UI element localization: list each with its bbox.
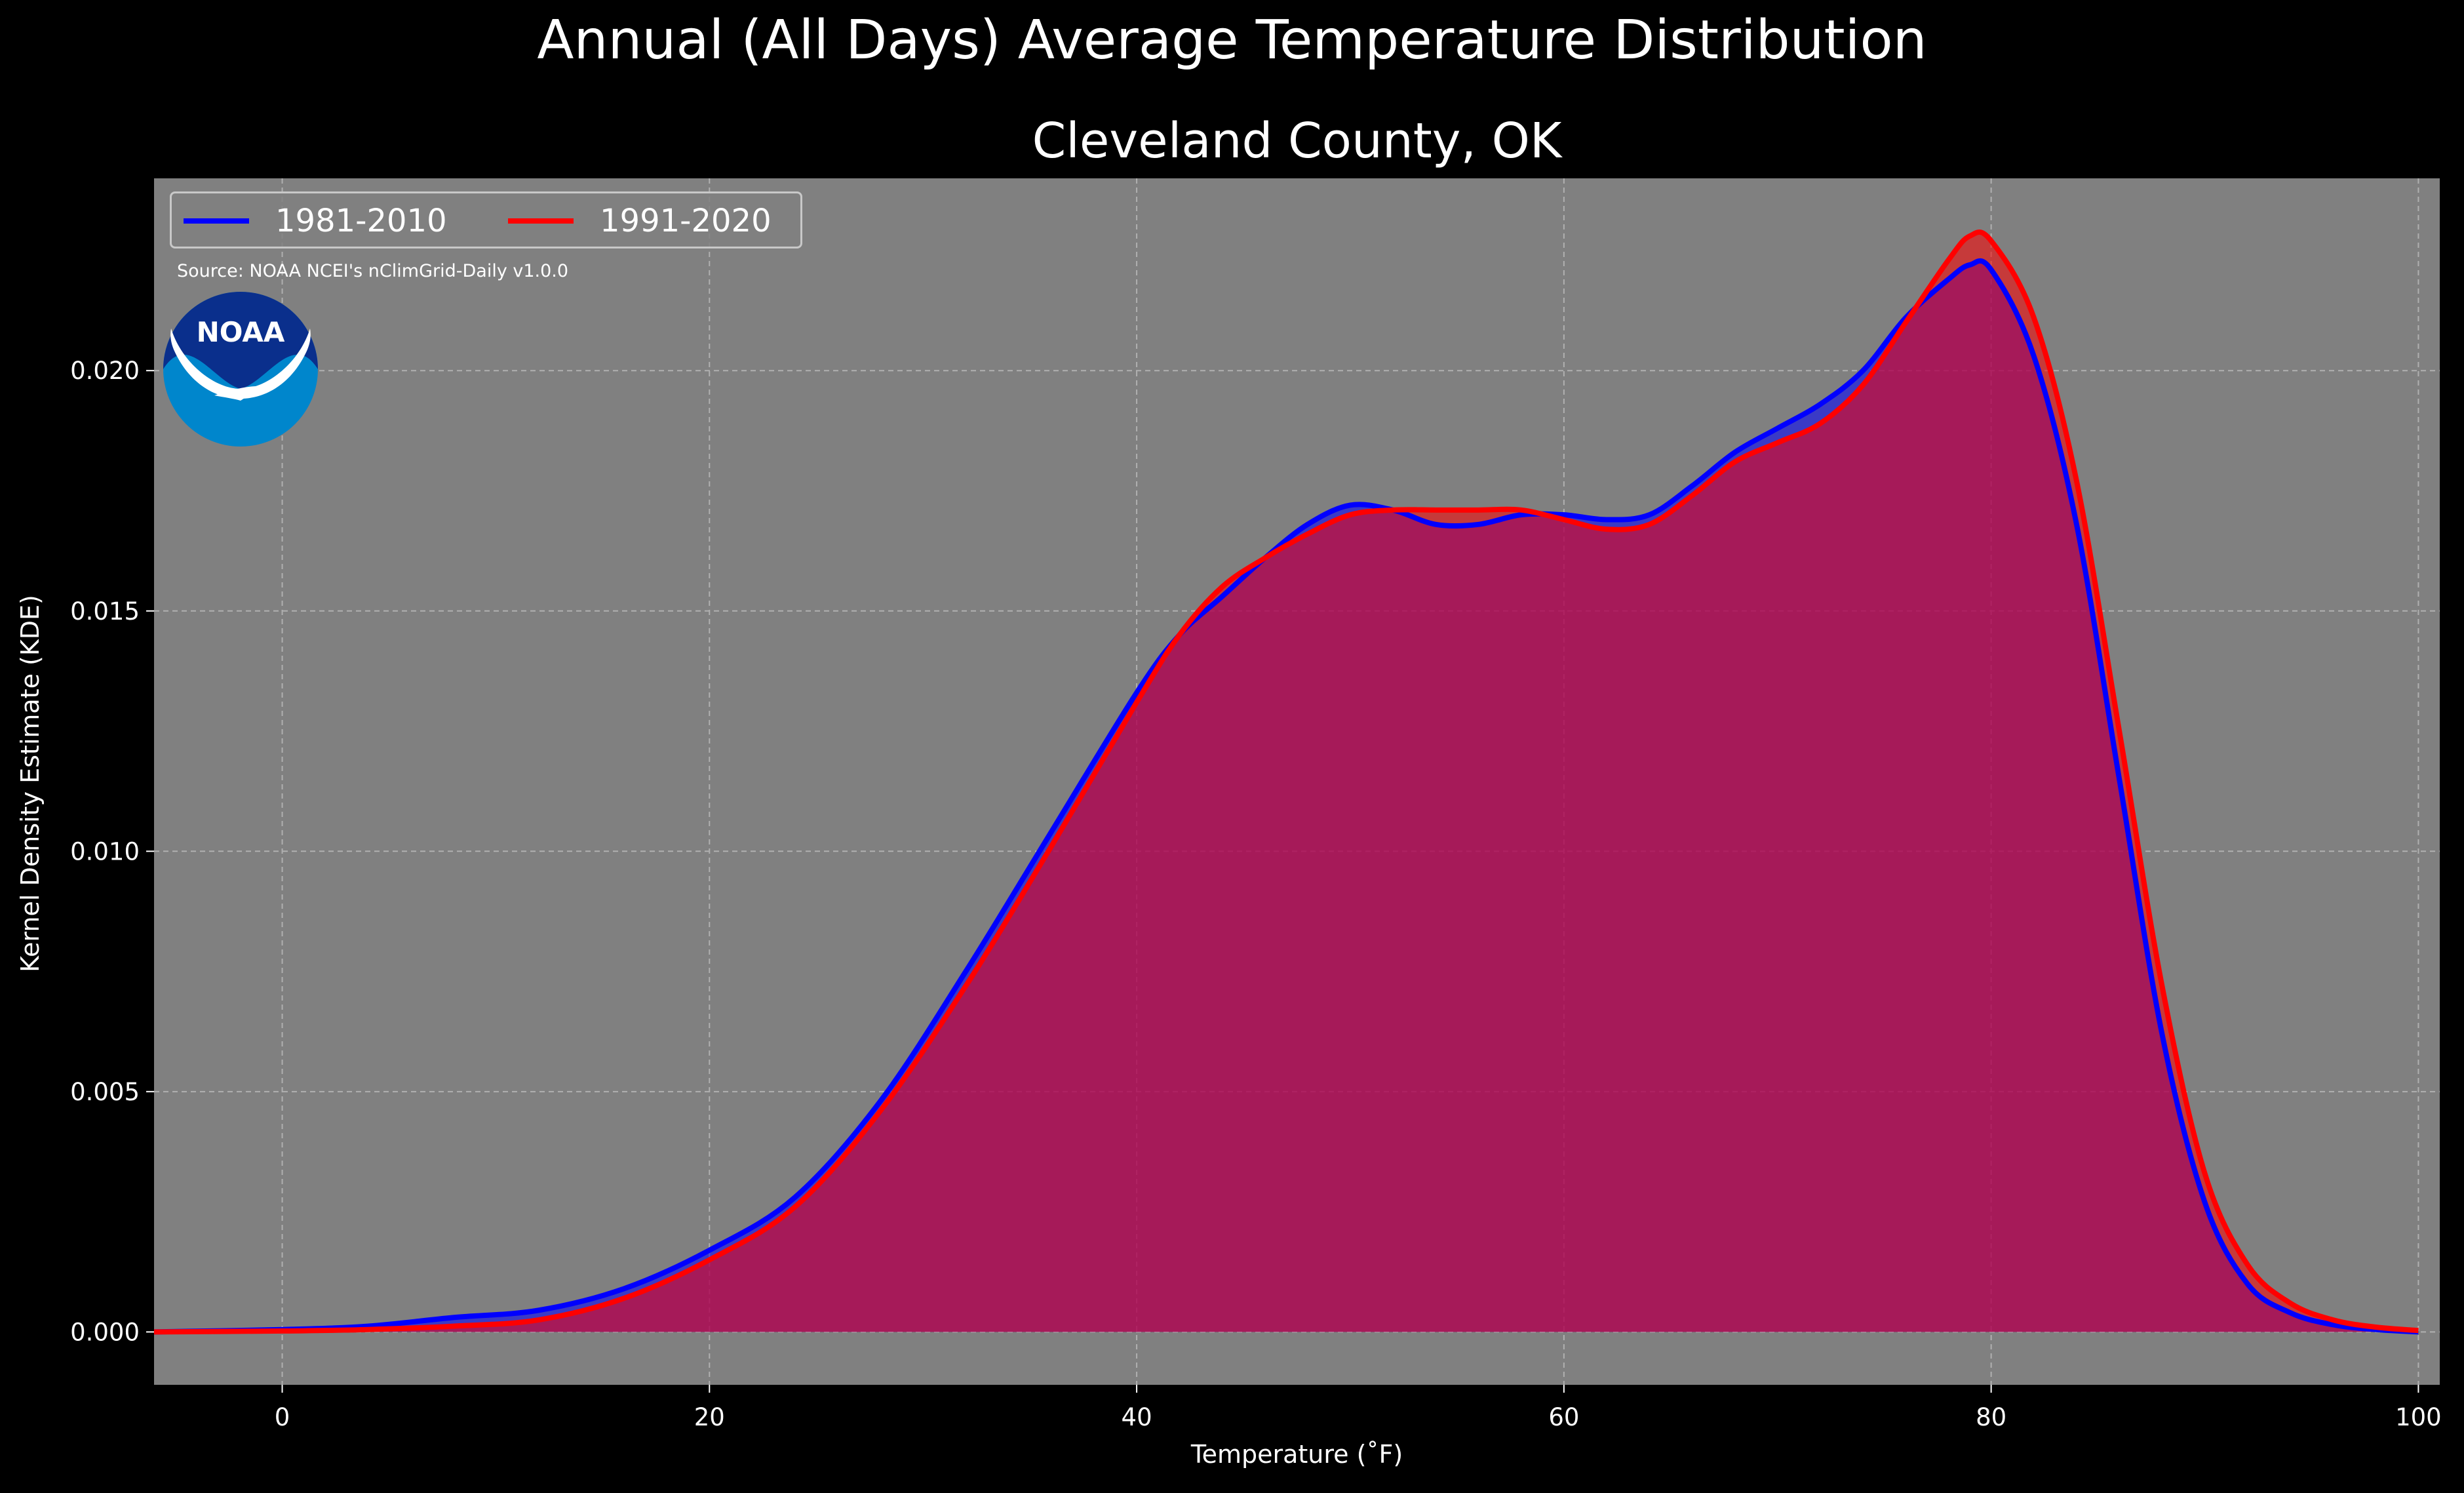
y-tick-label: 0.005 bbox=[70, 1078, 140, 1106]
legend-label: 1981-2010 bbox=[275, 203, 447, 239]
axis-ticks: 0 20 40 60 80 100 0.000 0.005 0.010 0.015 0.020 bbox=[70, 357, 2442, 1431]
noaa-logo-text: NOAA bbox=[197, 316, 285, 348]
area-1991-2020 bbox=[154, 232, 2419, 1332]
legend-label: 1991-2020 bbox=[600, 203, 772, 239]
y-tick-label: 0.000 bbox=[70, 1318, 140, 1346]
x-axis-label: Temperature (˚F) bbox=[1190, 1440, 1403, 1469]
legend-item-1981-2010: 1981-2010 bbox=[184, 203, 447, 239]
figure-suptitle: Annual (All Days) Average Temperature Di… bbox=[537, 9, 1927, 71]
legend-swatch-red bbox=[508, 218, 574, 224]
x-tick-label: 100 bbox=[2395, 1403, 2442, 1431]
x-tick-label: 40 bbox=[1122, 1403, 1152, 1431]
y-tick-label: 0.015 bbox=[70, 597, 140, 626]
x-tick-label: 60 bbox=[1548, 1403, 1579, 1431]
y-axis-label: Kernel Density Estimate (KDE) bbox=[16, 595, 45, 972]
x-tick-label: 20 bbox=[694, 1403, 725, 1431]
source-annotation: Source: NOAA NCEI's nClimGrid-Daily v1.0… bbox=[177, 261, 569, 281]
x-tick-label: 80 bbox=[1976, 1403, 2006, 1431]
line-1991-2020 bbox=[153, 229, 2419, 1335]
x-tick-label: 0 bbox=[275, 1403, 290, 1431]
series-layer bbox=[153, 229, 2419, 1335]
legend: 1981-2010 1991-2020 bbox=[170, 191, 802, 249]
legend-item-1991-2020: 1991-2020 bbox=[508, 203, 772, 239]
legend-swatch-blue bbox=[184, 218, 249, 224]
chart-title: Cleveland County, OK bbox=[1032, 113, 1562, 169]
noaa-logo: NOAA bbox=[163, 292, 318, 447]
y-tick-label: 0.020 bbox=[70, 357, 140, 385]
y-tick-label: 0.010 bbox=[70, 837, 140, 866]
